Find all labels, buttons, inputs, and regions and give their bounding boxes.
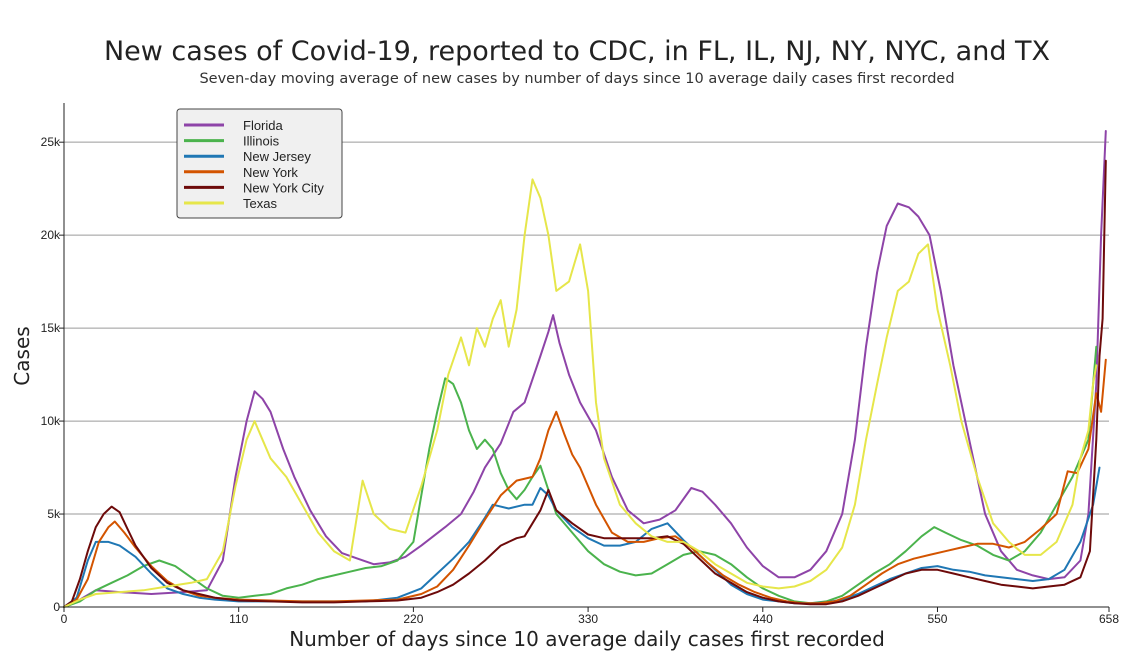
series-line-new-york-city xyxy=(63,159,1107,608)
y-tick-label: 10k xyxy=(41,414,61,428)
x-axis-title: Number of days since 10 average daily ca… xyxy=(289,627,885,651)
x-tick-label: 110 xyxy=(229,612,248,626)
series-line-illinois xyxy=(63,345,1098,608)
legend-label-illinois: Illinois xyxy=(243,134,280,149)
y-tick-label: 5k xyxy=(47,507,61,521)
legend-box xyxy=(176,108,343,219)
legend-label-new-york: New York xyxy=(243,165,298,180)
series-line-florida xyxy=(63,130,1107,608)
x-tick-label: 330 xyxy=(578,612,598,626)
x-tick-label: 550 xyxy=(927,612,947,626)
legend-label-florida: Florida xyxy=(243,118,284,133)
x-tick-label: 440 xyxy=(753,612,773,626)
legend-label-new-york-city: New York City xyxy=(243,180,324,195)
y-tick-label: 15k xyxy=(41,321,61,335)
x-tick-label: 658 xyxy=(1099,612,1119,626)
axes: 0 5k 10k 15k 20k 25k 0 110 220 330 440 550 658 xyxy=(41,103,1119,626)
chart-title: New cases of Covid-19, reported to CDC, … xyxy=(104,36,1050,67)
series-line-new-york xyxy=(63,358,1107,608)
series-line-texas xyxy=(63,178,1098,608)
y-tick-label: 20k xyxy=(41,228,61,242)
y-axis-title: Cases xyxy=(10,326,34,385)
legend-label-new-jersey: New Jersey xyxy=(243,149,311,164)
series-layer xyxy=(63,130,1107,608)
legend-label-texas: Texas xyxy=(243,196,277,211)
x-tick-label: 0 xyxy=(61,612,68,626)
y-tick-label: 0 xyxy=(53,600,60,614)
chart-subtitle: Seven-day moving average of new cases by… xyxy=(199,71,954,87)
y-tick-label: 25k xyxy=(41,135,61,149)
x-tick-label: 220 xyxy=(403,612,423,626)
series-line-new-jersey xyxy=(63,466,1101,608)
